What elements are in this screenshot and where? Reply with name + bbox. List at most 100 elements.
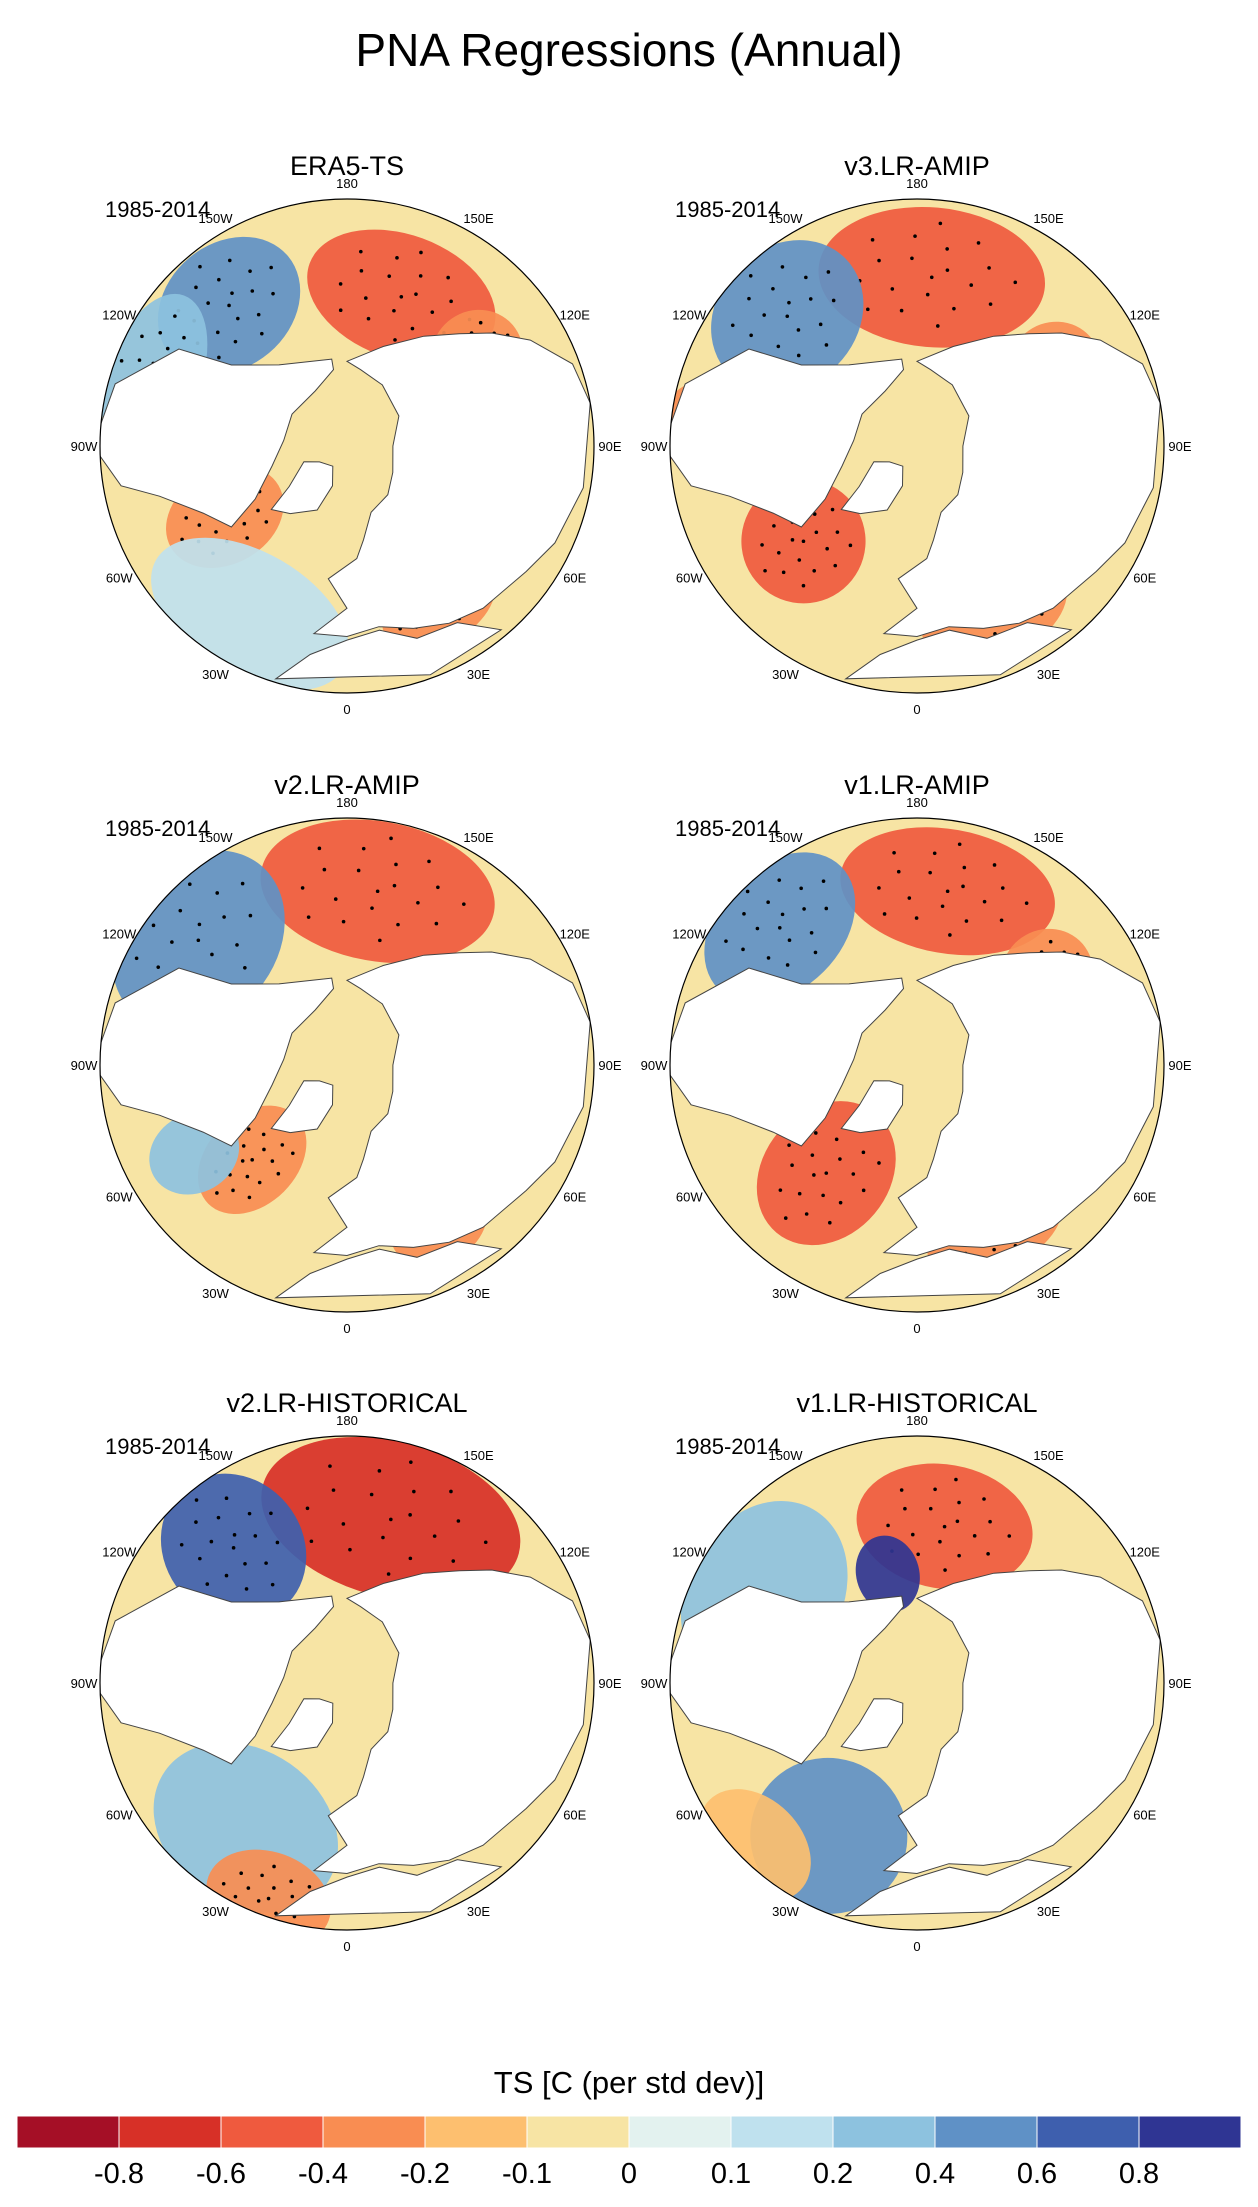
significance-dot [224,1496,229,1501]
significance-dot [813,950,818,955]
longitude-label: 90W [641,1058,668,1073]
significance-dot [790,1163,794,1168]
significance-dot [248,269,252,273]
panels-group: 180 150E 120E 90E 60E 30E 0 30W 60W 90W 120W 150W ER… [71,151,1192,1954]
significance-dot [892,851,896,855]
land-mask [882,1569,1161,1875]
longitude-label: 150E [1033,211,1064,226]
land-mask [100,967,335,1147]
significance-dot [999,918,1004,923]
colorbar-bin [16,2115,120,2149]
significance-dot [877,258,881,263]
significance-dot [245,1174,250,1179]
significance-dot [182,335,186,340]
significance-dot [899,308,904,313]
colorbar-title: TS [C (per std dev)] [494,2065,764,2100]
significance-dot [165,346,170,351]
longitude-label: 150W [769,1448,804,1463]
significance-dot [749,333,753,338]
significance-dot [369,1492,374,1497]
panel-title: v1.LR-HISTORICAL [796,1388,1037,1418]
significance-dot [227,303,231,308]
colorbar-tick-label: -0.8 [94,2158,144,2190]
significance-dot [359,249,363,254]
longitude-label: 180 [336,795,358,810]
significance-dot [276,1171,281,1176]
colorbar-tick-label: 0.6 [1017,2158,1057,2190]
significance-dot [419,250,423,255]
significance-dot [936,324,940,328]
longitude-label: 180 [336,176,358,191]
significance-dot [206,301,210,305]
significance-dot [257,1180,262,1185]
significance-dot [830,507,835,512]
significance-dot [434,921,439,926]
land-mask [270,461,334,515]
longitude-label: 60E [1133,571,1156,586]
significance-dot [987,266,991,270]
longitude-label: 90W [71,1676,98,1691]
significance-dot [940,904,945,909]
significance-dot [747,296,751,301]
significance-dot [289,1879,293,1884]
longitude-label: 0 [913,702,920,717]
panel-title: v2.LR-AMIP [274,770,420,800]
significance-dot [945,247,949,251]
significance-dot [449,1489,453,1494]
significance-dot [814,1131,818,1135]
significance-dot [305,1506,310,1511]
longitude-label: 120W [102,927,137,942]
significance-dot [271,291,275,296]
longitude-label: 90W [641,439,668,454]
significance-dot [247,1511,252,1516]
longitude-label: 120E [1130,927,1161,942]
colorbar-tick-label: -0.4 [298,2158,348,2190]
significance-dot [243,965,247,970]
longitude-label: 30W [772,1904,799,1919]
significance-dot [393,338,397,342]
significance-dot [812,512,817,516]
significance-dot [877,886,881,890]
panel-title: v3.LR-AMIP [844,151,990,181]
longitude-label: 60W [106,1808,133,1823]
significance-dot [140,334,144,339]
significance-dot [156,965,161,969]
significance-dot [730,323,735,328]
significance-dot [418,274,423,278]
longitude-label: 180 [906,795,928,810]
significance-dot [250,289,255,293]
significance-dot [221,1881,226,1886]
significance-dot [399,294,404,299]
significance-dot [962,865,967,870]
significance-dot [252,1930,256,1934]
significance-dot [1000,886,1005,890]
significance-dot [235,943,239,947]
significance-dot [377,1469,382,1473]
significance-dot [933,1487,937,1492]
significance-dot [982,899,987,904]
significance-dot [861,1150,866,1155]
land-mask [100,348,335,528]
longitude-label: 180 [906,176,928,191]
panel-title: v2.LR-HISTORICAL [226,1388,467,1418]
significance-dot [432,1534,437,1538]
significance-dot [866,307,870,312]
significance-dot [331,1488,336,1492]
significance-dot [799,886,803,891]
longitude-label: 30E [467,667,490,682]
colorbar-tick-label: 0.8 [1119,2158,1159,2190]
significance-dot [932,851,937,856]
longitude-label: 120W [102,1545,137,1560]
colorbar-bin [526,2115,630,2149]
significance-dot [151,923,156,928]
longitude-label: 120E [1130,1545,1161,1560]
significance-dot [771,286,775,291]
significance-dot [366,316,371,321]
longitude-label: 0 [343,1939,350,1954]
significance-dot [217,277,221,282]
significance-dot [306,915,311,919]
longitude-label: 90E [598,439,621,454]
land-mask [844,622,1073,680]
significance-dot [269,1511,273,1516]
significance-dot [233,339,238,344]
